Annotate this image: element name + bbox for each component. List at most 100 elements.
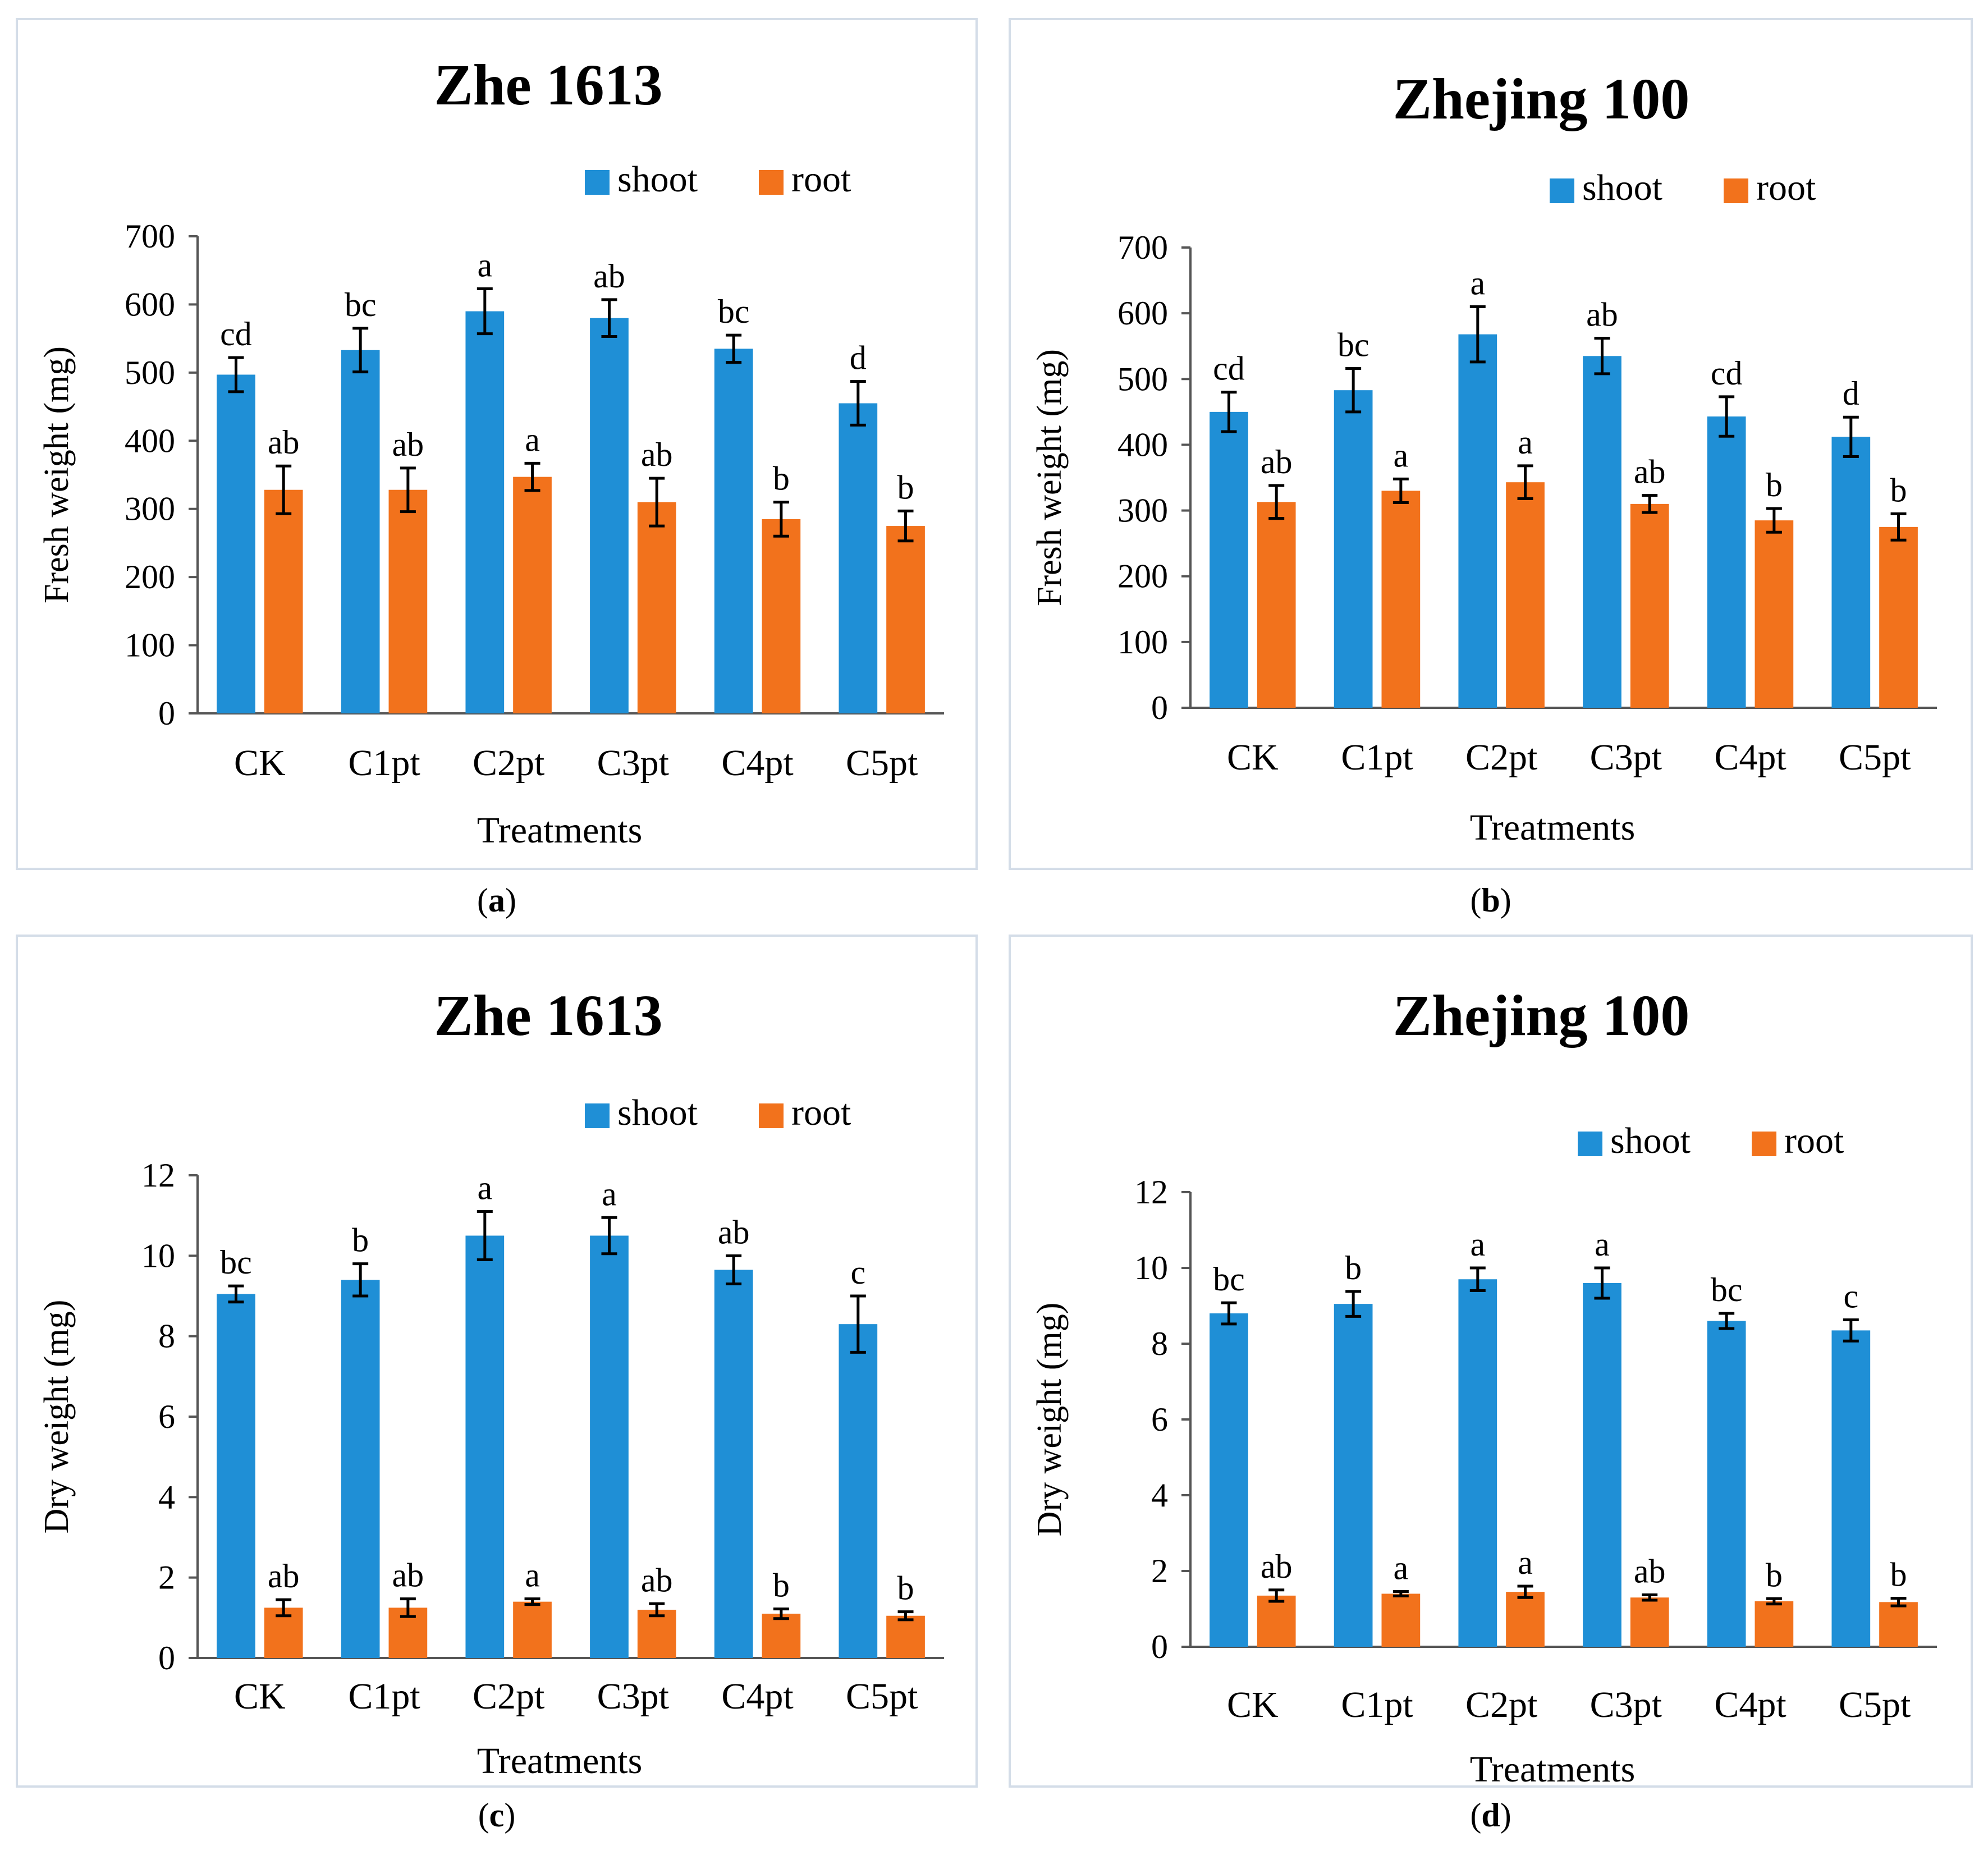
- bar-shoot: [1458, 334, 1497, 708]
- y-tick-label: 0: [158, 695, 175, 732]
- y-tick-label: 500: [125, 354, 175, 391]
- x-tick-label: C1pt: [348, 743, 420, 784]
- x-tick-label: C3pt: [1590, 1684, 1662, 1725]
- bar-shoot: [1458, 1279, 1497, 1647]
- significance-letter-root: ab: [1634, 1553, 1666, 1590]
- bar-root: [1755, 1601, 1794, 1647]
- bar-root: [1506, 1592, 1545, 1647]
- y-tick-label: 4: [1151, 1477, 1168, 1514]
- y-tick-label: 0: [1151, 1628, 1168, 1665]
- bar-shoot: [714, 349, 753, 713]
- chart-title: Zhe 1613: [434, 983, 662, 1048]
- significance-letter-root: b: [1766, 466, 1783, 503]
- significance-letter-root: a: [525, 421, 540, 458]
- x-tick-label: CK: [1227, 737, 1279, 778]
- bar-shoot: [1210, 1313, 1248, 1647]
- caption-b: (b): [1470, 882, 1511, 919]
- y-tick-label: 0: [1151, 689, 1168, 726]
- x-tick-label: C2pt: [1465, 1684, 1537, 1725]
- chart-d: Zhejing 100 shoot root 0 2 4 6 8 10 12 Dry weight …: [1030, 983, 1937, 1785]
- y-tick-label: 300: [125, 491, 175, 528]
- bar-root: [886, 1615, 925, 1658]
- legend-label-shoot: shoot: [1582, 167, 1662, 208]
- y-axis-label: Dry weight (mg): [1030, 1303, 1069, 1537]
- significance-letter-shoot: b: [1345, 1249, 1362, 1286]
- significance-letter-shoot: cd: [1711, 355, 1743, 392]
- y-tick-label: 10: [1134, 1249, 1168, 1286]
- x-tick-label: C2pt: [1465, 737, 1537, 778]
- x-tick-label: C2pt: [473, 1676, 544, 1717]
- bar-root: [1630, 503, 1669, 708]
- significance-letter-root: a: [525, 1557, 540, 1594]
- bar-shoot: [1583, 356, 1621, 708]
- significance-letter-shoot: a: [477, 247, 492, 284]
- bar-shoot: [1583, 1283, 1621, 1647]
- legend-label-root: root: [791, 1092, 851, 1133]
- bar-shoot: [1334, 1304, 1373, 1647]
- significance-letter-shoot: bc: [1711, 1271, 1743, 1308]
- bar-root: [1506, 482, 1545, 708]
- y-tick-label: 600: [1117, 295, 1168, 332]
- chart-panel-b: Zhejing 100 shoot root 0 100 200 300 400 500 600 7…: [1009, 18, 1973, 870]
- significance-letter-shoot: bc: [220, 1244, 252, 1281]
- significance-letter-root: ab: [392, 426, 424, 463]
- bar-root: [264, 489, 303, 713]
- legend-swatch-shoot: [585, 1103, 610, 1128]
- significance-letter-root: b: [1890, 1556, 1907, 1593]
- significance-letter-root: ab: [1261, 1548, 1293, 1585]
- chart-title: Zhe 1613: [434, 53, 662, 117]
- significance-letter-shoot: bc: [718, 293, 750, 330]
- x-axis-label: Treatments: [1470, 1749, 1636, 1785]
- bar-shoot: [839, 403, 878, 713]
- significance-letter-shoot: d: [1843, 375, 1859, 412]
- bar-shoot: [1707, 1321, 1746, 1647]
- legend-label-root: root: [791, 159, 851, 200]
- legend-swatch-root: [1752, 1132, 1776, 1156]
- x-tick-label: C1pt: [348, 1676, 420, 1717]
- bar-root: [1381, 491, 1421, 708]
- significance-letter-shoot: b: [352, 1222, 369, 1259]
- significance-letter-shoot: cd: [220, 315, 252, 352]
- significance-letter-root: b: [773, 1567, 790, 1604]
- significance-letter-shoot: ab: [1586, 296, 1618, 333]
- y-tick-label: 12: [141, 1157, 175, 1194]
- x-tick-label: CK: [234, 743, 286, 784]
- significance-letter-root: a: [1518, 1544, 1533, 1581]
- bar-root: [1257, 1595, 1296, 1647]
- x-tick-label: C5pt: [1839, 737, 1911, 778]
- significance-letter-shoot: cd: [1213, 350, 1245, 387]
- bar-root: [1879, 1602, 1918, 1647]
- y-tick-label: 600: [125, 286, 175, 323]
- legend-swatch-root: [759, 1103, 784, 1128]
- y-tick-label: 6: [158, 1398, 175, 1435]
- bar-shoot: [1210, 411, 1248, 708]
- bar-root: [762, 1614, 801, 1658]
- bar-shoot: [1334, 390, 1373, 708]
- legend-label-shoot: shoot: [617, 159, 698, 200]
- legend-label-shoot: shoot: [617, 1092, 698, 1133]
- significance-letter-shoot: a: [1470, 264, 1485, 301]
- chart-title: Zhejing 100: [1393, 67, 1690, 131]
- caption-a: (a): [477, 882, 516, 919]
- significance-letter-shoot: a: [477, 1170, 492, 1207]
- significance-letter-root: b: [897, 1570, 914, 1607]
- x-tick-label: C4pt: [721, 1676, 793, 1717]
- y-tick-label: 8: [158, 1318, 175, 1355]
- significance-letter-root: b: [773, 460, 790, 497]
- bar-root: [513, 1601, 552, 1658]
- y-tick-label: 10: [141, 1237, 175, 1274]
- y-axis-label: Fresh weight (mg): [1030, 349, 1069, 606]
- x-tick-label: C3pt: [597, 1676, 669, 1717]
- y-tick-label: 200: [1117, 558, 1168, 595]
- y-tick-label: 12: [1134, 1174, 1168, 1211]
- y-tick-label: 100: [125, 627, 175, 664]
- bar-root: [1381, 1593, 1421, 1647]
- significance-letter-shoot: ab: [593, 258, 625, 295]
- x-axis-label: Treatments: [477, 1741, 643, 1781]
- x-tick-label: C4pt: [1714, 737, 1786, 778]
- legend-swatch-root: [1724, 178, 1748, 203]
- y-tick-label: 700: [125, 218, 175, 255]
- y-tick-label: 300: [1117, 492, 1168, 529]
- significance-letter-root: b: [1890, 471, 1907, 509]
- y-tick-label: 500: [1117, 360, 1168, 397]
